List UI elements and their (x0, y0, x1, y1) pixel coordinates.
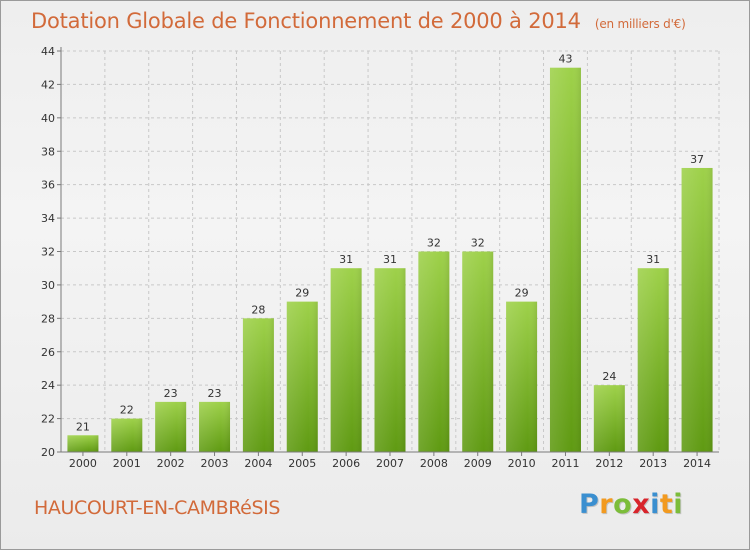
y-tick-label: 26 (41, 346, 55, 359)
data-label-2005: 29 (295, 287, 309, 300)
x-tick-label: 2005 (288, 457, 316, 470)
bar-shade-2010 (506, 301, 538, 452)
axes: 20 22 24 26 28 30 32 34 36 38 40 42 44 2000 2001 2002 20… (41, 45, 719, 470)
y-tick-label: 34 (41, 212, 55, 225)
x-tick-label: 2011 (551, 457, 579, 470)
x-tick-label: 2003 (201, 457, 229, 470)
x-tick-label: 2013 (639, 457, 667, 470)
data-label-2003: 23 (208, 387, 222, 400)
bar-shade-2001 (111, 418, 143, 452)
y-tick-label: 20 (41, 446, 55, 459)
proxiti-logo[interactable]: Proxiti (579, 489, 683, 520)
bar-shade-2005 (286, 301, 318, 452)
y-tick-label: 28 (41, 312, 55, 325)
x-tick-label: 2007 (376, 457, 404, 470)
data-label-2011: 43 (558, 53, 572, 66)
logo-letter: t (659, 489, 674, 520)
bars: 21 22 23 23 28 29 31 31 32 32 29 43 24 31 37 (67, 53, 713, 453)
data-label-2008: 32 (427, 237, 441, 250)
bar-shade-2004 (242, 318, 274, 452)
data-label-2013: 31 (646, 253, 660, 266)
y-tick-label: 40 (41, 112, 55, 125)
town-name: HAUCOURT-EN-CAMBRéSIS (34, 497, 280, 519)
bar-shade-2002 (155, 401, 187, 452)
logo-letter: i (650, 489, 660, 520)
chart-title: Dotation Globale de Fonctionnement de 20… (31, 9, 686, 33)
logo-letter: i (673, 489, 684, 520)
bar-shade-2009 (462, 251, 494, 452)
data-label-2010: 29 (515, 287, 529, 300)
chart-title-text: Dotation Globale de Fonctionnement de 20… (31, 9, 581, 33)
data-label-2004: 28 (251, 303, 265, 316)
data-label-2014: 37 (690, 153, 704, 166)
x-tick-label: 2009 (464, 457, 492, 470)
logo-letter: x (632, 489, 651, 520)
y-tick-label: 42 (41, 78, 55, 91)
y-tick-label: 44 (41, 45, 55, 58)
x-tick-label: 2014 (683, 457, 711, 470)
data-label-2012: 24 (602, 370, 616, 383)
data-label-2007: 31 (383, 253, 397, 266)
logo-letter: o (613, 489, 633, 520)
x-tick-label: 2006 (332, 457, 360, 470)
bar-shade-2003 (199, 401, 231, 452)
bar-shade-2011 (549, 67, 581, 452)
y-tick-label: 24 (41, 379, 55, 392)
data-label-2001: 22 (120, 404, 134, 417)
logo-letter: r (599, 489, 614, 520)
x-tick-label: 2004 (244, 457, 272, 470)
data-label-2000: 21 (76, 420, 90, 433)
x-tick-label: 2002 (157, 457, 185, 470)
x-tick-label: 2000 (69, 457, 97, 470)
data-label-2009: 32 (471, 237, 485, 250)
bar-shade-2012 (593, 385, 625, 452)
y-tick-label: 30 (41, 279, 55, 292)
chart-unit: (en milliers d'€) (594, 17, 686, 31)
bar-shade-2006 (330, 268, 362, 452)
bar-shade-2000 (67, 435, 99, 452)
y-tick-label: 32 (41, 246, 55, 259)
data-label-2006: 31 (339, 253, 353, 266)
bar-shade-2013 (637, 268, 669, 452)
bar-shade-2008 (418, 251, 450, 452)
logo-letter: P (579, 489, 600, 520)
bar-shade-2014 (681, 167, 713, 453)
x-tick-label: 2008 (420, 457, 448, 470)
x-tick-label: 2012 (595, 457, 623, 470)
x-tick-label: 2010 (508, 457, 536, 470)
data-label-2002: 23 (164, 387, 178, 400)
y-tick-label: 36 (41, 179, 55, 192)
y-tick-label: 38 (41, 145, 55, 158)
bar-shade-2007 (374, 268, 406, 452)
x-tick-label: 2001 (113, 457, 141, 470)
y-tick-label: 22 (41, 413, 55, 426)
